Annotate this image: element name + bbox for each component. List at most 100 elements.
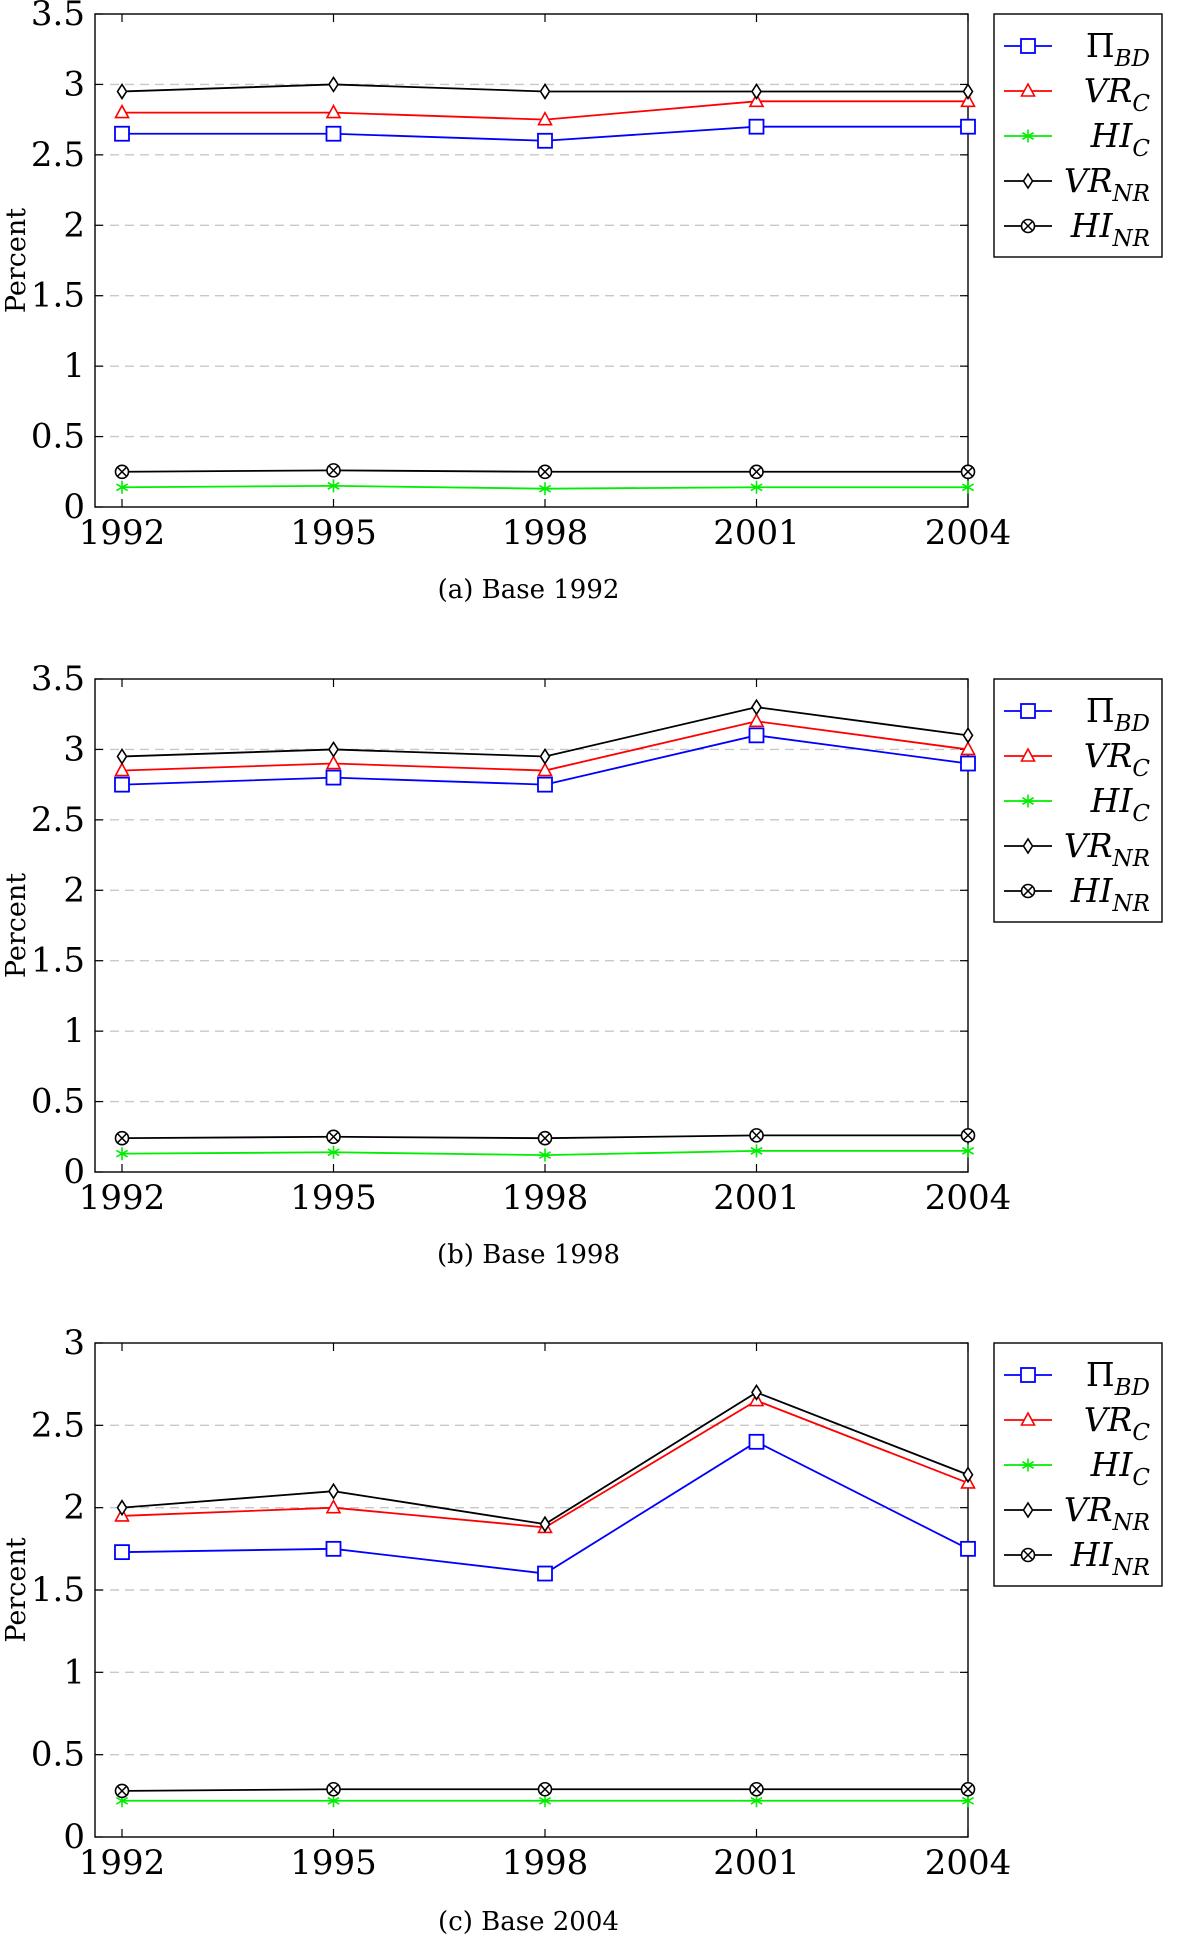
data-point (748, 118, 765, 135)
data-point (960, 1781, 976, 1797)
series-VR-C (114, 1391, 976, 1534)
data-point (114, 125, 130, 142)
legend-label: VRNR (1064, 161, 1150, 207)
data-point (751, 698, 762, 716)
x-tick-label: 1995 (290, 1843, 377, 1883)
series-HI-C (115, 479, 975, 496)
series-HI-NR (114, 1128, 976, 1146)
series-HI-C (115, 1794, 975, 1808)
data-point (539, 1515, 551, 1533)
y-tick-label: 2.5 (31, 1405, 85, 1445)
data-point (962, 726, 974, 744)
data-point (115, 1147, 129, 1161)
x-tick-label: 1995 (290, 1178, 377, 1218)
data-point (114, 761, 130, 777)
x-tick-label: 1998 (502, 1843, 589, 1883)
legend-entry: HIC (1004, 1445, 1150, 1491)
data-point (114, 1783, 130, 1799)
legend-entry: VRC (1004, 1400, 1150, 1446)
chart-panel-2: 0 0.5 1 1.5 2 2.5 3 3.5 1992 1995 1998 2001 2004 Perc… (1, 659, 1163, 1270)
legend-entry: ΠBD (1004, 26, 1150, 72)
legend-marker (1021, 129, 1035, 143)
legend-label: HIC (1090, 116, 1151, 162)
data-point (961, 1144, 975, 1158)
data-point (960, 1128, 976, 1143)
y-tick-label: 1 (63, 1011, 85, 1051)
legend-marker (1020, 883, 1036, 899)
data-point (537, 1565, 553, 1582)
series-line (121, 1399, 969, 1529)
series-VR-NR (116, 698, 974, 765)
x-tick-label: 2004 (925, 513, 1012, 553)
legend-entry: ΠBD (1004, 1355, 1150, 1401)
x-tick-label: 1992 (79, 1178, 166, 1218)
legend-entry: HINR (1004, 206, 1150, 252)
y-tick-label: 2 (63, 870, 85, 910)
legend-marker (1020, 218, 1036, 234)
x-tick-label: 1995 (290, 513, 377, 553)
y-tick-label: 0 (63, 1152, 85, 1192)
legend-marker (1020, 1411, 1036, 1426)
data-point (748, 727, 765, 744)
legend-marker (1022, 172, 1034, 190)
data-point (960, 92, 976, 108)
y-tick-label: 2.5 (31, 800, 85, 840)
data-point (328, 740, 339, 758)
chart-caption: (a) Base 1992 (438, 575, 620, 605)
plot-frame (94, 13, 969, 508)
y-tick-label: 0 (63, 487, 85, 527)
legend-label: VRC (1084, 71, 1151, 117)
y-tick-label: 2 (63, 1488, 85, 1528)
chart-caption: (c) Base 2004 (438, 1907, 619, 1937)
legend-entry: ΠBD (1004, 691, 1150, 737)
data-point (748, 712, 765, 728)
legend-marker (1020, 82, 1036, 97)
data-point (960, 1540, 976, 1557)
y-tick-label: 2.5 (31, 135, 85, 175)
chart-caption: (b) Base 1998 (437, 1240, 620, 1270)
y-tick-label: 3 (63, 64, 85, 104)
y-tick-label: 0.5 (31, 1735, 85, 1775)
data-point (537, 464, 553, 480)
data-point (326, 1129, 341, 1145)
series-line (121, 1391, 969, 1526)
data-point (114, 464, 130, 480)
data-point (749, 1128, 764, 1143)
data-point (116, 1499, 128, 1517)
x-tick-label: 2001 (713, 1843, 800, 1883)
data-point (538, 482, 552, 496)
data-point (114, 1544, 130, 1561)
x-tick-label: 1992 (79, 1843, 166, 1883)
data-point (537, 776, 553, 793)
y-tick-label: 3.5 (31, 0, 85, 34)
x-tick-label: 1998 (502, 513, 589, 553)
y-tick-label: 1.5 (31, 1570, 85, 1610)
y-axis-label: Percent (1, 873, 32, 978)
data-point (325, 1498, 342, 1514)
series-HI-NR (114, 463, 976, 480)
data-point (325, 103, 342, 119)
y-tick-label: 1 (63, 346, 85, 386)
series-Π-BD (114, 118, 976, 149)
data-point (538, 1148, 552, 1162)
legend-entry: VRNR (1004, 161, 1150, 207)
y-tick-label: 3.5 (31, 659, 85, 699)
legend-entry: HIC (1004, 781, 1150, 827)
legend-marker (1020, 747, 1036, 762)
data-point (537, 132, 553, 149)
chart-panel-3: 0 0.5 1 1.5 2 2.5 3 1992 1995 1998 2001 2004 Percent… (1, 1323, 1163, 1937)
y-tick-label: 3 (63, 729, 85, 769)
data-point (962, 1466, 974, 1484)
series-HI-NR (114, 1781, 976, 1799)
data-point (327, 1145, 340, 1159)
legend-label: HIC (1090, 1445, 1151, 1491)
y-tick-label: 2 (63, 205, 85, 245)
data-point (749, 1781, 764, 1797)
data-point (537, 110, 553, 126)
legend-label: HINR (1070, 871, 1150, 917)
legend-entry: VRC (1004, 736, 1150, 782)
y-tick-label: 3 (63, 1323, 85, 1363)
x-tick-label: 2004 (925, 1178, 1012, 1218)
